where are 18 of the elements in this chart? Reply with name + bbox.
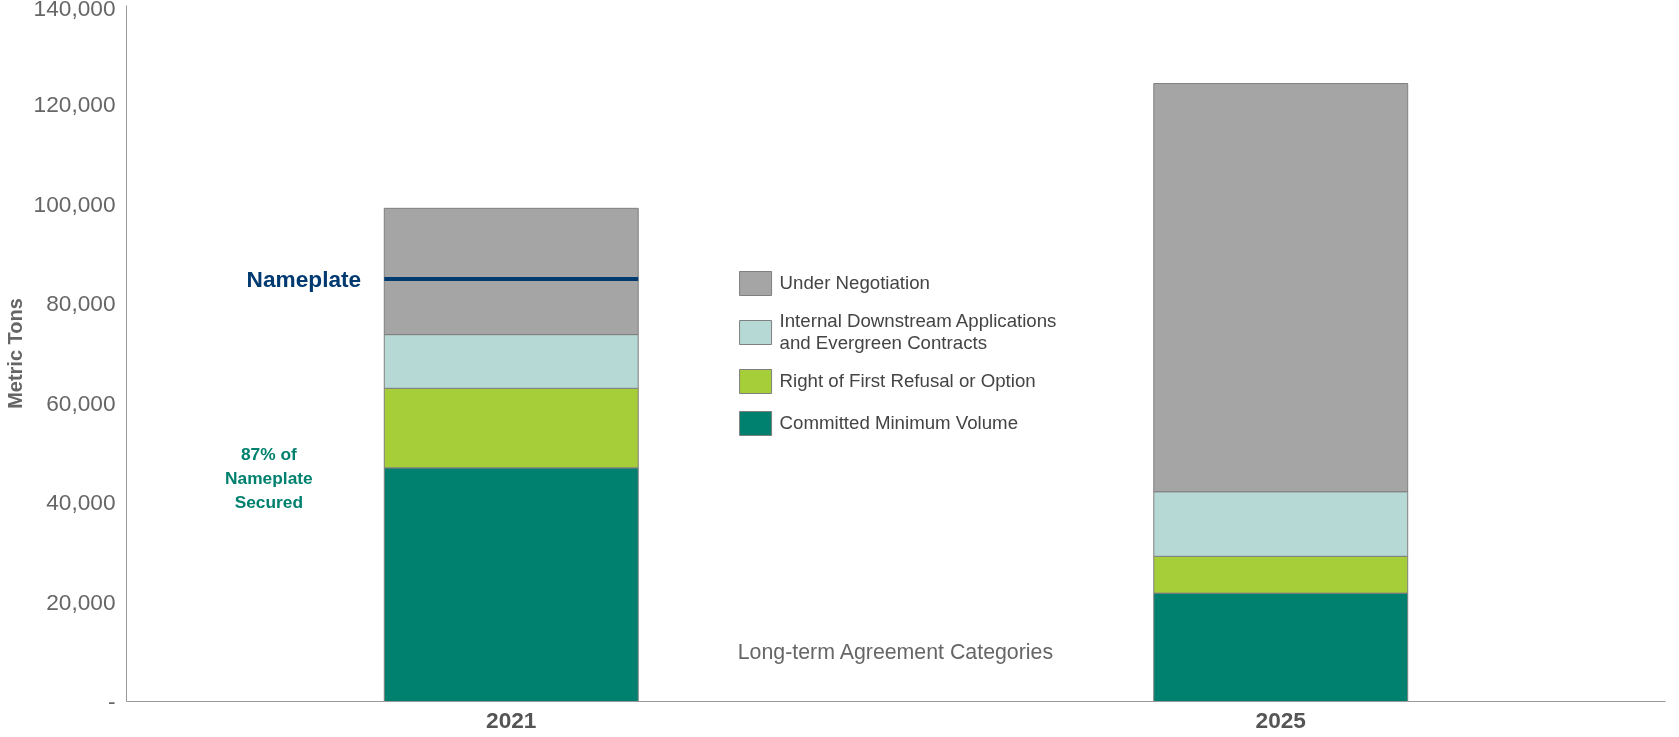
legend-label: Right of First Refusal or Option [779, 370, 1036, 392]
y-tick-label: 120,000 [33, 91, 116, 118]
legend-label: Committed Minimum Volume [779, 412, 1019, 434]
y-tick-label: - [107, 688, 116, 714]
legend-label: Internal Downstream Applications and Evergreen Contracts [779, 310, 1057, 354]
ref-line-label: Nameplate [246, 265, 362, 292]
y-axis-title: Metric Tons [3, 298, 26, 409]
x-tick-label: 2025 [1255, 706, 1306, 733]
annotation: Long-term Agreement Categories [737, 639, 1054, 664]
y-tick-label: 100,000 [33, 190, 116, 217]
y-tick-label: 20,000 [46, 588, 116, 615]
y-tick-label: 140,000 [33, 0, 116, 21]
y-tick-label: 80,000 [46, 290, 116, 317]
y-tick-label: 60,000 [46, 389, 116, 416]
legend-label: Under Negotiation [779, 272, 930, 294]
y-tick-label: 40,000 [46, 489, 116, 516]
x-tick-label: 2021 [486, 706, 537, 733]
annotation: 87% of Nameplate Secured [225, 443, 314, 512]
